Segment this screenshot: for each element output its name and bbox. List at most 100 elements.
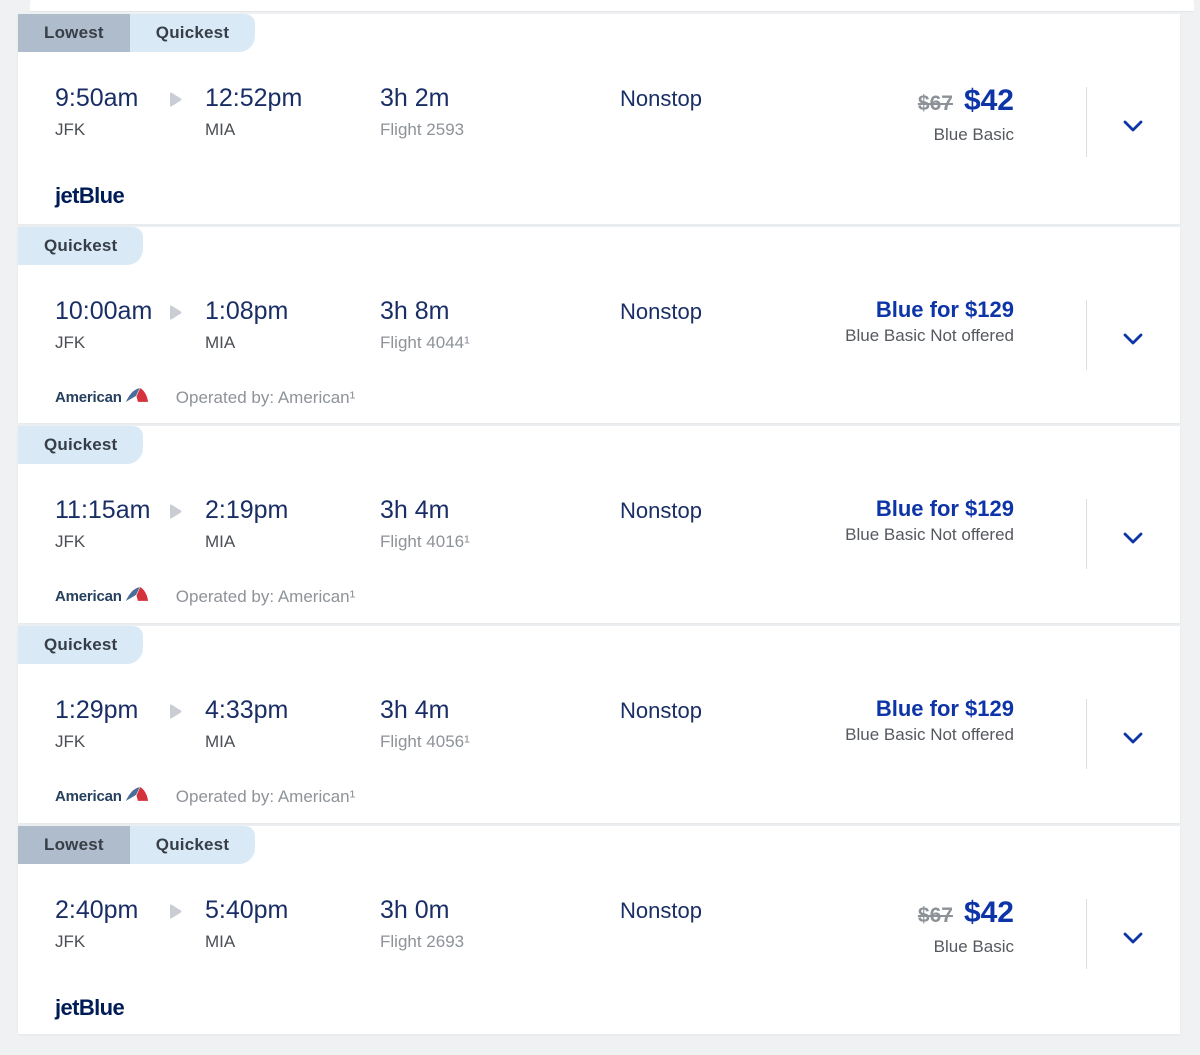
flight-number: Flight 2693 — [380, 932, 465, 951]
arrive-time: 12:52pm — [205, 84, 303, 112]
price-block[interactable]: Blue for $129 Blue Basic Not offered — [764, 696, 1014, 745]
operated-by-label: Operated by: American¹ — [175, 387, 356, 407]
fare-note: Blue Basic Not offered — [845, 725, 1014, 744]
badge-row: Lowest Quickest — [18, 826, 1180, 864]
stops-label: Nonstop — [620, 498, 702, 523]
badge-row: Quickest — [18, 426, 1180, 464]
flight-number: Flight 4056¹ — [380, 732, 470, 751]
depart-airport: JFK — [55, 532, 86, 551]
fare-divider — [1086, 87, 1087, 157]
american-eagle-icon — [125, 786, 149, 807]
arrow-right-icon — [168, 903, 205, 920]
badge-quickest: Quickest — [129, 826, 256, 864]
arrow-right-icon — [168, 304, 205, 321]
depart-airport: JFK — [55, 932, 86, 951]
expand-fares-button[interactable] — [1087, 297, 1178, 354]
badge-lowest: Lowest — [18, 14, 130, 52]
price-block[interactable]: $67 $42 Blue Basic — [764, 84, 1014, 145]
american-wordmark: American — [55, 788, 122, 805]
arrive-time: 1:08pm — [205, 297, 289, 325]
flight-duration: 3h 0m — [380, 896, 450, 924]
expand-fares-button[interactable] — [1087, 896, 1178, 953]
operated-by-label: Operated by: American¹ — [175, 786, 356, 806]
flight-card[interactable]: Quickest 11:15am JFK 2:19pm MIA — [18, 426, 1180, 623]
arrow-right-icon — [168, 503, 205, 520]
chevron-down-icon — [1120, 528, 1146, 553]
expand-fares-button[interactable] — [1087, 696, 1178, 753]
american-wordmark: American — [55, 389, 122, 406]
stops-label: Nonstop — [620, 898, 702, 923]
flight-card[interactable]: Quickest 1:29pm JFK 4:33pm MIA — [18, 626, 1180, 823]
list-top-bar — [30, 0, 1194, 12]
price-original: $67 — [917, 92, 953, 115]
american-wordmark: American — [55, 588, 122, 605]
flight-duration: 3h 4m — [380, 696, 450, 724]
flight-duration: 3h 4m — [380, 496, 450, 524]
expand-fares-button[interactable] — [1087, 84, 1178, 141]
arrive-airport: MIA — [205, 120, 236, 139]
badge-row: Quickest — [18, 227, 1180, 265]
flight-duration: 3h 2m — [380, 84, 450, 112]
depart-time: 10:00am — [55, 297, 153, 325]
badge-quickest: Quickest — [18, 227, 144, 265]
american-eagle-icon — [125, 586, 149, 607]
jetblue-logo: jetBlue — [55, 183, 125, 208]
flight-number: Flight 4016¹ — [380, 532, 470, 551]
badge-lowest: Lowest — [18, 826, 130, 864]
fare-note: Blue Basic Not offered — [845, 326, 1014, 345]
fare-note: Blue Basic Not offered — [845, 525, 1014, 544]
arrive-time: 2:19pm — [205, 496, 289, 524]
badge-quickest: Quickest — [18, 426, 144, 464]
depart-time: 9:50am — [55, 84, 139, 112]
badge-row: Quickest — [18, 626, 1180, 664]
arrive-airport: MIA — [205, 532, 236, 551]
flight-card[interactable]: Lowest Quickest 9:50am JFK 12:52pm MIA — [18, 14, 1180, 224]
expand-fares-button[interactable] — [1087, 496, 1178, 553]
jetblue-logo: jetBlue — [55, 995, 125, 1020]
flight-number: Flight 4044¹ — [380, 333, 470, 352]
badge-row: Lowest Quickest — [18, 14, 1180, 52]
arrive-time: 4:33pm — [205, 696, 289, 724]
flight-results-list: Lowest Quickest 9:50am JFK 12:52pm MIA — [18, 14, 1180, 1037]
chevron-down-icon — [1120, 728, 1146, 753]
chevron-down-icon — [1120, 928, 1146, 953]
fare-divider — [1086, 300, 1087, 370]
depart-time: 1:29pm — [55, 696, 139, 724]
stops-label: Nonstop — [620, 698, 702, 723]
arrive-time: 5:40pm — [205, 896, 289, 924]
flight-number: Flight 2593 — [380, 120, 465, 139]
chevron-down-icon — [1120, 116, 1146, 141]
fare-offer: Blue for $129 — [875, 696, 1014, 721]
american-logo: American — [55, 387, 149, 408]
fare-divider — [1086, 499, 1087, 569]
stops-label: Nonstop — [620, 299, 702, 324]
price-current: $42 — [963, 84, 1014, 117]
flight-duration: 3h 8m — [380, 297, 450, 325]
fare-divider — [1086, 699, 1087, 769]
price-original: $67 — [917, 904, 953, 927]
price-block[interactable]: $67 $42 Blue Basic — [764, 896, 1014, 957]
stops-label: Nonstop — [620, 86, 702, 111]
flight-card[interactable]: Lowest Quickest 2:40pm JFK 5:40pm MIA — [18, 826, 1180, 1034]
fare-name: Blue Basic — [933, 937, 1014, 956]
depart-airport: JFK — [55, 120, 86, 139]
flight-card[interactable]: Quickest 10:00am JFK 1:08pm MIA — [18, 227, 1180, 423]
depart-time: 11:15am — [55, 496, 151, 524]
chevron-down-icon — [1120, 329, 1146, 354]
price-block[interactable]: Blue for $129 Blue Basic Not offered — [764, 496, 1014, 545]
price-block[interactable]: Blue for $129 Blue Basic Not offered — [764, 297, 1014, 346]
american-logo: American — [55, 586, 149, 607]
arrow-right-icon — [168, 703, 205, 720]
operated-by-label: Operated by: American¹ — [175, 586, 356, 606]
depart-time: 2:40pm — [55, 896, 139, 924]
fare-offer: Blue for $129 — [875, 496, 1014, 521]
depart-airport: JFK — [55, 732, 86, 751]
fare-offer: Blue for $129 — [875, 297, 1014, 322]
american-logo: American — [55, 786, 149, 807]
arrive-airport: MIA — [205, 932, 236, 951]
arrive-airport: MIA — [205, 732, 236, 751]
american-eagle-icon — [125, 387, 149, 408]
fare-divider — [1086, 899, 1087, 969]
arrive-airport: MIA — [205, 333, 236, 352]
